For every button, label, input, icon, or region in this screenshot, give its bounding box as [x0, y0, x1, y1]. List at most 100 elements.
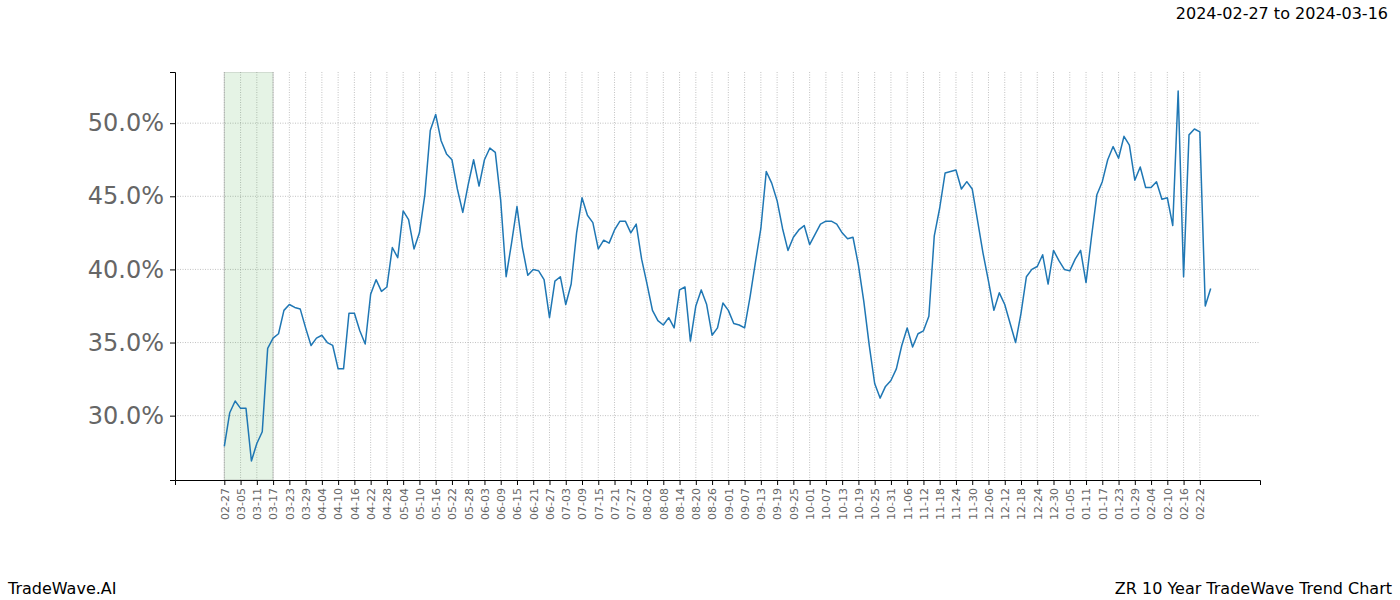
x-tick-mark [452, 480, 453, 485]
x-tick-mark [1135, 480, 1136, 485]
x-tick-label: 11-12 [918, 488, 931, 520]
x-tick: 03-29 [300, 480, 313, 520]
x-tick-mark [1200, 480, 1201, 485]
x-tick-label: 07-15 [593, 488, 606, 520]
x-tick-label: 05-22 [446, 488, 459, 520]
x-tick-mark [403, 480, 404, 485]
x-tick: 04-28 [381, 480, 394, 520]
x-tick: 10-31 [885, 480, 898, 520]
x-tick-label: 11-06 [902, 488, 915, 520]
x-tick: 08-14 [674, 480, 687, 520]
x-tick-label: 10-01 [804, 488, 817, 520]
x-tick: 01-11 [1080, 480, 1093, 520]
x-tick-label: 02-27 [219, 488, 232, 520]
x-grid-line [289, 72, 290, 480]
grid [175, 72, 1260, 480]
x-tick-label: 01-17 [1097, 488, 1110, 520]
x-tick-mark [517, 480, 518, 485]
x-tick-label: 01-29 [1129, 488, 1142, 520]
x-tick-label: 06-09 [495, 488, 508, 520]
x-grid-line [614, 72, 615, 480]
x-tick-label: 02-22 [1194, 488, 1207, 520]
x-grid-line [955, 72, 956, 480]
x-tick-mark [761, 480, 762, 485]
x-tick-mark [858, 480, 859, 485]
x-grid-line [451, 72, 452, 480]
x-tick: 04-04 [316, 480, 329, 520]
x-tick-mark [1151, 480, 1152, 485]
x-tick-mark [1037, 480, 1038, 485]
y-tick: 40.0% [88, 256, 175, 284]
x-tick: 11-06 [902, 480, 915, 520]
x-tick: 03-05 [235, 480, 248, 520]
y-grid-line [175, 415, 1260, 416]
y-tick: 50.0% [88, 109, 175, 137]
x-grid-line [1118, 72, 1119, 480]
x-tick-label: 10-19 [853, 488, 866, 520]
x-tick-label: 09-13 [755, 488, 768, 520]
x-tick: 02-10 [1162, 480, 1175, 520]
x-tick-mark [826, 480, 827, 485]
x-grid-line [1134, 72, 1135, 480]
x-tick-mark [875, 480, 876, 485]
x-grid-line [582, 72, 583, 480]
x-tick-label: 09-07 [739, 488, 752, 520]
x-tick: 05-04 [398, 480, 411, 520]
x-tick: 07-09 [576, 480, 589, 520]
x-grid-line [679, 72, 680, 480]
x-grid-line [1020, 72, 1021, 480]
x-tick: 10-07 [820, 480, 833, 520]
x-grid-line [598, 72, 599, 480]
x-tick-label: 08-14 [674, 488, 687, 520]
x-tick-mark [598, 480, 599, 485]
x-tick: 05-10 [414, 480, 427, 520]
y-tick-label: 50.0% [88, 109, 164, 137]
y-tick-mark [170, 123, 175, 124]
x-tick: 01-23 [1113, 480, 1126, 520]
x-tick: 11-12 [918, 480, 931, 520]
x-tick-label: 07-09 [576, 488, 589, 520]
x-tick: 02-04 [1145, 480, 1158, 520]
x-tick-mark [1167, 480, 1168, 485]
x-tick-mark [631, 480, 632, 485]
x-grid-line [386, 72, 387, 480]
x-tick: 06-03 [479, 480, 492, 520]
x-grid-line [695, 72, 696, 480]
x-grid-line [321, 72, 322, 480]
x-tick-label: 02-04 [1145, 488, 1158, 520]
x-grid-line [874, 72, 875, 480]
x-grid-line [923, 72, 924, 480]
x-tick-label: 10-25 [869, 488, 882, 520]
x-tick-mark [289, 480, 290, 485]
x-tick-label: 03-11 [251, 488, 264, 520]
x-grid-line [809, 72, 810, 480]
x-tick-mark [1086, 480, 1087, 485]
x-grid-line [533, 72, 534, 480]
x-tick: 08-02 [641, 480, 654, 520]
x-tick: 07-27 [625, 480, 638, 520]
y-axis-line [170, 73, 176, 481]
x-tick-mark [1021, 480, 1022, 485]
x-tick-label: 07-03 [560, 488, 573, 520]
x-tick-label: 01-05 [1064, 488, 1077, 520]
x-tick-label: 01-11 [1080, 488, 1093, 520]
x-grid-line [890, 72, 891, 480]
x-tick-mark [387, 480, 388, 485]
x-tick-mark [988, 480, 989, 485]
x-tick-mark [322, 480, 323, 485]
x-tick: 05-16 [430, 480, 443, 520]
x-tick-mark [1102, 480, 1103, 485]
y-tick: 35.0% [88, 329, 175, 357]
x-grid-line [858, 72, 859, 480]
x-tick: 01-17 [1097, 480, 1110, 520]
x-tick-label: 04-04 [316, 488, 329, 520]
x-grid-line [825, 72, 826, 480]
x-grid-line [370, 72, 371, 480]
x-tick-label: 10-31 [885, 488, 898, 520]
x-tick-mark [712, 480, 713, 485]
x-tick-label: 02-16 [1178, 488, 1191, 520]
x-grid-line [663, 72, 664, 480]
x-tick: 01-29 [1129, 480, 1142, 520]
x-tick: 11-30 [967, 480, 980, 520]
x-grid-line [1102, 72, 1103, 480]
